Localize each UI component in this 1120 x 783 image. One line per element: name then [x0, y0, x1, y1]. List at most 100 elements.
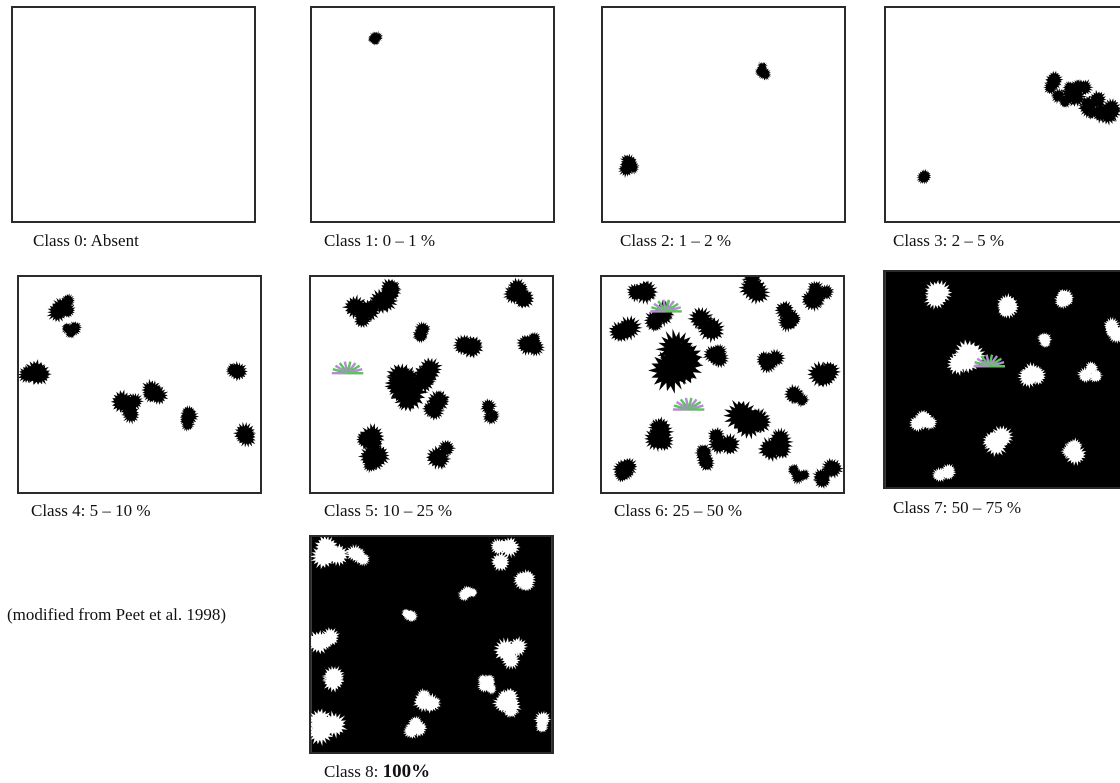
canopy-shape	[612, 457, 638, 483]
herb-plant	[650, 299, 682, 313]
class-0-plot	[11, 6, 256, 223]
source-note: (modified from Peet et al. 1998)	[7, 605, 227, 624]
canopy-shape	[916, 168, 932, 185]
class-7-caption: Class 7: 50 – 75 %	[893, 498, 1021, 517]
canopy-shape	[702, 343, 730, 369]
canopy-shape	[110, 389, 144, 425]
canopy-gap	[311, 708, 348, 747]
class-8-plot	[309, 535, 554, 754]
canopy-shape	[1097, 97, 1120, 126]
canopy-shape	[516, 331, 545, 357]
canopy-gap	[533, 710, 552, 734]
canopy-shape	[19, 359, 52, 385]
canopy-shape	[1064, 79, 1094, 107]
canopy-shape	[754, 61, 772, 81]
canopy-shape	[225, 360, 248, 382]
canopy-shape	[410, 357, 443, 394]
class-2-canvas	[618, 61, 772, 179]
canopy-shape	[426, 439, 457, 470]
canopy-gap	[321, 665, 345, 693]
class-3-caption: Class 3: 2 – 5 %	[893, 231, 1004, 250]
canopy-shape	[694, 444, 716, 472]
canopy-gap	[311, 627, 340, 655]
canopy-gap	[1060, 437, 1087, 466]
canopy-shape	[756, 348, 786, 374]
canopy-gap	[1076, 361, 1104, 384]
canopy-shape	[648, 328, 704, 394]
canopy-gap	[476, 673, 497, 696]
canopy-shape	[644, 416, 675, 453]
canopy-gap	[457, 585, 478, 602]
canopy-shape	[502, 277, 535, 309]
herb-plant	[973, 354, 1006, 368]
canopy-gap	[982, 425, 1014, 457]
canopy-shape	[357, 444, 391, 474]
canopy-gap	[909, 409, 938, 433]
canopy-shape	[46, 293, 76, 323]
class-3-canvas	[916, 70, 1120, 185]
canopy-gap	[491, 687, 522, 719]
canopy-shape	[774, 300, 801, 333]
class-4-canvas	[19, 293, 257, 448]
canopy-gap	[401, 608, 419, 623]
canopy-shape	[787, 463, 811, 485]
canopy-shape	[480, 398, 501, 425]
canopy-shape	[179, 405, 200, 432]
canopy-shape	[384, 363, 429, 413]
canopy-shape	[800, 280, 835, 312]
class-3-plot	[884, 6, 1120, 223]
herb-plant	[672, 397, 705, 411]
canopy-shape	[707, 426, 741, 456]
class-4-plot	[17, 275, 262, 494]
canopy-shape	[687, 306, 725, 344]
canopy-gap	[1037, 332, 1053, 348]
canopy-shape	[723, 399, 772, 440]
class-1-caption: Class 1: 0 – 1 %	[324, 231, 435, 250]
class-6-caption: Class 6: 25 – 50 %	[614, 501, 742, 520]
class-4-caption: Class 4: 5 – 10 %	[31, 501, 151, 520]
canopy-gap	[413, 687, 442, 714]
canopy-gap	[311, 537, 351, 570]
canopy-gap	[931, 463, 957, 483]
class-6-plot	[600, 275, 845, 494]
class-0-caption: Class 0: Absent	[33, 231, 139, 250]
class-5-plot	[309, 275, 554, 494]
class-0-canvas	[13, 8, 254, 221]
canopy-gap	[345, 543, 371, 567]
herb-plant	[331, 361, 364, 375]
class-1-plot	[310, 6, 555, 223]
canopy-gap	[512, 568, 537, 592]
class-7-plot	[883, 270, 1120, 489]
canopy-gap	[924, 279, 953, 310]
canopy-shape	[368, 30, 384, 46]
canopy-gap	[946, 339, 987, 376]
canopy-shape	[783, 383, 810, 408]
canopy-shape	[368, 278, 402, 315]
canopy-shape	[626, 280, 659, 306]
canopy-gap	[1103, 316, 1120, 344]
class-8-caption: Class 8: 100%	[324, 761, 431, 782]
canopy-shape	[412, 321, 431, 344]
canopy-shape	[608, 315, 643, 342]
canopy-shape	[141, 378, 169, 405]
canopy-gap	[490, 537, 521, 572]
canopy-shape	[1043, 70, 1064, 95]
canopy-shape	[807, 360, 841, 388]
class-6-canvas	[608, 277, 843, 490]
canopy-gap	[403, 715, 428, 739]
canopy-shape	[356, 423, 385, 454]
canopy-shape	[341, 294, 382, 329]
canopy-gap	[1017, 362, 1047, 389]
class-5-caption: Class 5: 10 – 25 %	[324, 501, 452, 520]
canopy-shape	[421, 390, 451, 421]
canopy-gap	[493, 636, 528, 670]
canopy-shape	[812, 457, 843, 490]
class-8-canvas	[311, 537, 552, 752]
canopy-shape	[452, 334, 484, 359]
canopy-shape	[738, 277, 771, 305]
canopy-gap	[1054, 288, 1075, 310]
canopy-shape	[61, 321, 83, 339]
class-2-plot	[601, 6, 846, 223]
class-1-canvas	[368, 30, 384, 46]
class-5-canvas	[331, 277, 545, 474]
